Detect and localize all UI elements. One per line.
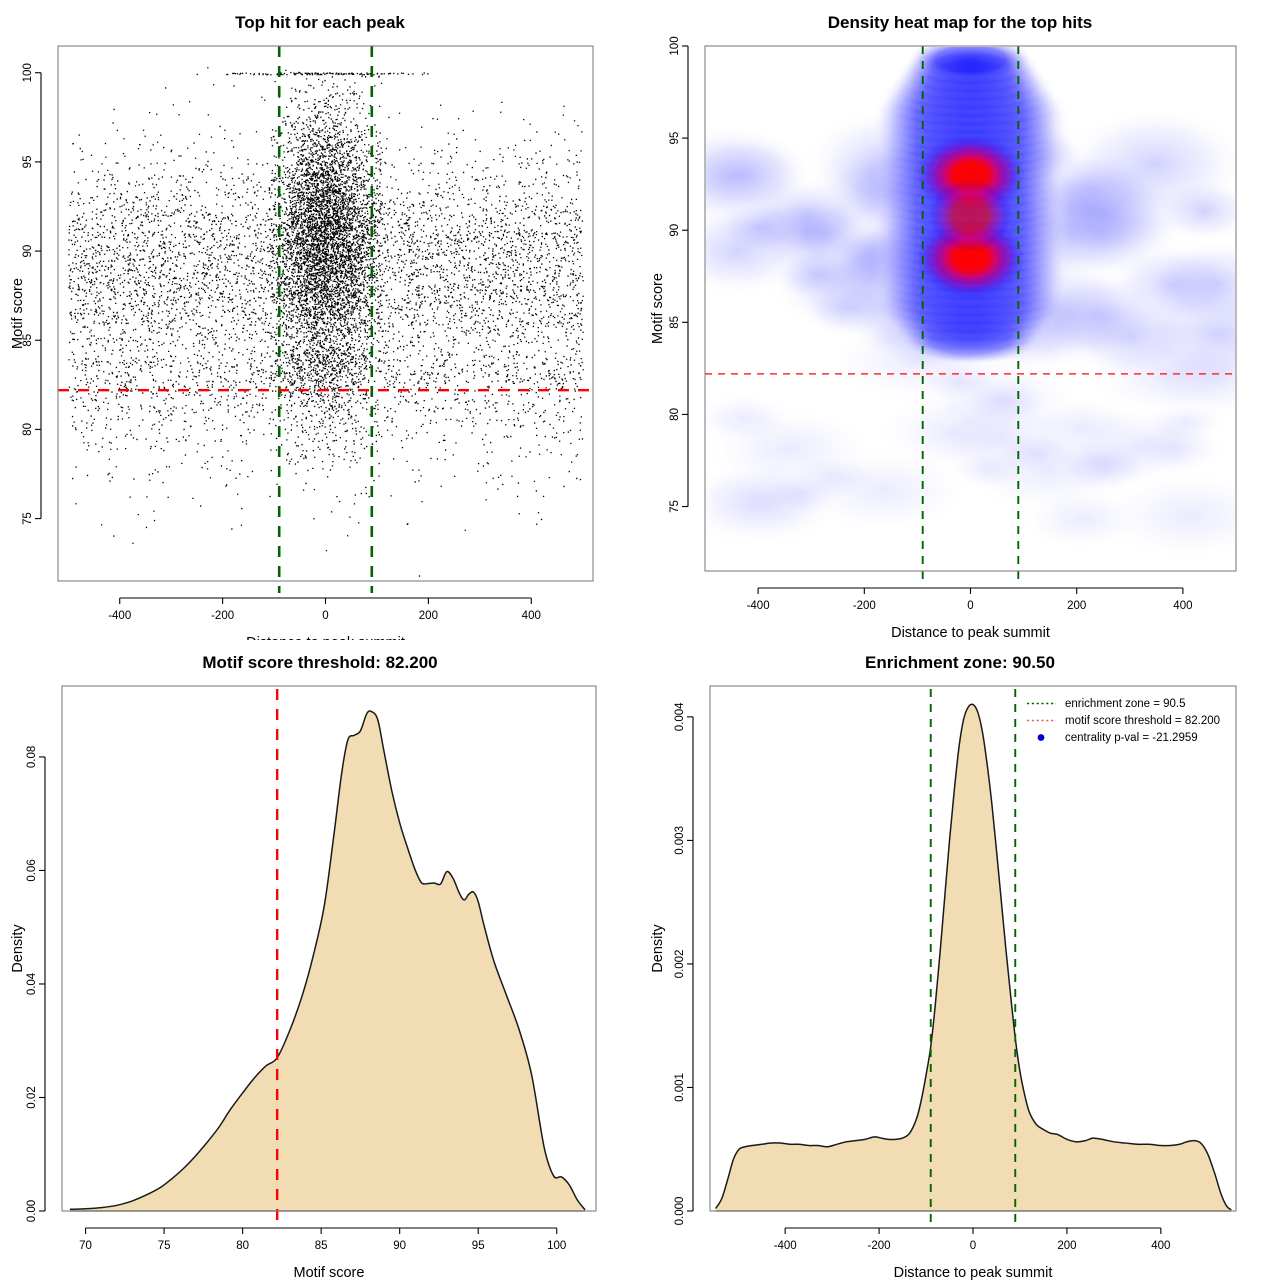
scatter-y-tick-label: 100	[22, 63, 34, 82]
motif-density-x-tick-label: 80	[236, 1240, 249, 1252]
heatmap-haze	[706, 393, 794, 444]
scatter-title: Top hit for each peak	[235, 13, 405, 32]
heatmap-haze	[1120, 421, 1226, 475]
scatter-y-tick-label: 85	[22, 334, 34, 347]
heatmap-y-tick-label: 95	[669, 132, 681, 145]
heatmap-y-tick-label: 80	[669, 408, 681, 421]
distance-density-y-tick-label: 0.002	[674, 950, 686, 979]
distance-density-y-tick-label: 0.003	[674, 826, 686, 855]
legend-entry-label: enrichment zone = 90.5	[1065, 698, 1186, 710]
distance-density-x-tick-label: 200	[1057, 1240, 1076, 1252]
motif-density-y-tick-label: 0.04	[26, 972, 38, 995]
motif-density-x-tick-label: 95	[472, 1240, 485, 1252]
heatmap-haze	[1088, 334, 1235, 417]
scatter-point-cloud	[68, 67, 584, 577]
panel-distance-density: -400 -200 0 200 400 Distance to peak summit 0.…	[640, 640, 1280, 1280]
legend-entry-label: centrality p-val = -21.2959	[1065, 732, 1198, 744]
motif-density-x-tick-label: 100	[547, 1240, 566, 1252]
heatmap-x-tick-label: 400	[1173, 600, 1192, 612]
legend-marker-dot-icon	[1037, 734, 1045, 741]
heatmap-x-tick-label: 0	[967, 600, 973, 612]
heatmap-haze	[706, 132, 812, 218]
scatter-y-tick-label: 90	[22, 245, 34, 258]
scatter-x-tick-label: 200	[419, 610, 438, 622]
distance-density-x-tick-label: 400	[1151, 1240, 1170, 1252]
heatmap-hotspot	[928, 179, 1013, 252]
heatmap-y-axis-label: Motif score	[650, 273, 666, 344]
heatmap-surface	[706, 47, 1235, 570]
scatter-y-tick-label: 75	[22, 512, 34, 525]
scatter-x-tick-label: 0	[322, 610, 328, 622]
panel-top-hit-scatter: -400 -200 0 200 400 Distance to peak summit 75…	[0, 0, 640, 640]
scatter-y-axis-label: Motif score	[10, 278, 26, 349]
heatmap-x-tick-label: 200	[1067, 600, 1086, 612]
heatmap-x-tick-label: -200	[853, 600, 876, 612]
distance-density-x-tick-label: -200	[868, 1240, 891, 1252]
distance-density-plot-box	[709, 685, 1237, 1212]
motif-density-x-tick-label: 90	[393, 1240, 406, 1252]
motif-density-y-tick-label: 0.08	[26, 746, 38, 768]
legend-entry-label: motif score threshold = 82.200	[1065, 715, 1220, 727]
heatmap-y-tick-label: 75	[669, 500, 681, 513]
distance-density-title: Enrichment zone: 90.50	[865, 653, 1055, 672]
motif-density-y-tick-label: 0.00	[26, 1200, 38, 1222]
density-area-fill	[715, 704, 1232, 1211]
heatmap-x-axis-label: Distance to peak summit	[891, 625, 1050, 640]
panel-motif-score-density: 70 75 80 85 90 95 100 Motif score 0.00 0.02 0.04 0.…	[0, 640, 640, 1280]
density-area-fill	[69, 710, 586, 1211]
distance-density-x-tick-label: 0	[970, 1240, 976, 1252]
heatmap-haze	[958, 379, 1052, 426]
distance-density-y-tick-label: 0.004	[674, 702, 686, 731]
motif-density-plot-box	[61, 685, 597, 1212]
motif-density-x-tick-label: 75	[158, 1240, 171, 1252]
heatmap-y-tick-label: 100	[669, 36, 681, 55]
distance-density-y-tick-label: 0.000	[674, 1197, 686, 1226]
heatmap-haze	[961, 428, 1133, 514]
heatmap-plot-box	[704, 45, 1237, 572]
scatter-x-tick-label: -400	[108, 610, 131, 622]
density-curve	[69, 710, 586, 1211]
motif-density-x-tick-label: 70	[79, 1240, 92, 1252]
distance-density-x-tick-label: -400	[774, 1240, 797, 1252]
motif-density-x-axis-label: Motif score	[294, 1265, 365, 1280]
panel-density-heatmap: -400 -200 0 200 400 Distance to peak summit 75…	[640, 0, 1280, 640]
heatmap-title: Density heat map for the top hits	[828, 13, 1092, 32]
heatmap-blue-core	[906, 47, 1035, 83]
distance-density-y-tick-label: 0.001	[674, 1073, 686, 1102]
scatter-plot-box	[57, 45, 594, 582]
heatmap-y-tick-label: 85	[669, 316, 681, 329]
heatmap-haze	[1105, 242, 1235, 328]
scatter-points	[68, 67, 584, 577]
distance-density-x-axis-label: Distance to peak summit	[894, 1265, 1053, 1280]
motif-density-y-axis-label: Density	[10, 924, 26, 973]
heatmap-haze	[1152, 178, 1235, 243]
scatter-x-axis-label: Distance to peak summit	[246, 635, 405, 640]
scatter-y-tick-label: 80	[22, 423, 34, 436]
heatmap-haze	[1101, 471, 1235, 561]
motif-density-y-tick-label: 0.06	[26, 859, 38, 881]
heatmap-x-tick-label: -400	[747, 600, 770, 612]
heatmap-y-tick-label: 90	[669, 224, 681, 237]
motif-density-title: Motif score threshold: 82.200	[202, 653, 437, 672]
legend-background	[1018, 694, 1234, 750]
motif-density-y-tick-label: 0.02	[26, 1086, 38, 1108]
heatmap-haze	[786, 453, 880, 501]
legend: enrichment zone = 90.5 motif score thresh…	[1018, 694, 1234, 750]
scatter-x-tick-label: -200	[211, 610, 234, 622]
scatter-y-tick-label: 95	[22, 156, 34, 169]
motif-density-x-tick-label: 85	[315, 1240, 328, 1252]
density-curve	[715, 703, 1232, 1211]
scatter-x-tick-label: 400	[522, 610, 541, 622]
distance-density-y-axis-label: Density	[650, 924, 666, 973]
